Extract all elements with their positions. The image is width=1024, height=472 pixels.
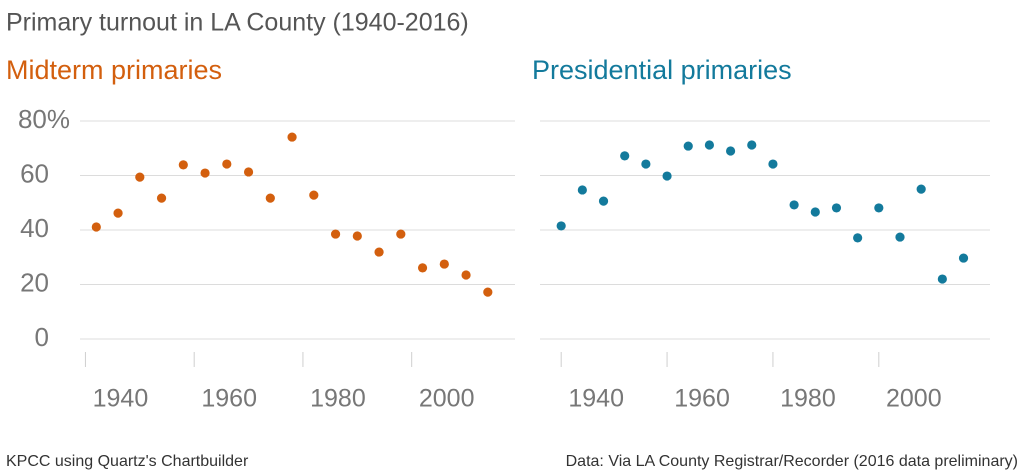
point bbox=[958, 253, 969, 263]
point bbox=[243, 167, 254, 177]
point bbox=[641, 159, 651, 169]
y-tick-label: 60 bbox=[20, 158, 49, 188]
point bbox=[704, 140, 715, 150]
chart-title: Primary turnout in LA County (1940-2016) bbox=[6, 9, 469, 37]
point bbox=[577, 185, 587, 195]
point bbox=[620, 151, 630, 161]
point bbox=[352, 231, 362, 241]
point bbox=[662, 171, 672, 181]
point bbox=[113, 208, 123, 218]
x-tick-label: 1960 bbox=[201, 385, 257, 413]
panel-title: Midterm primaries bbox=[6, 55, 222, 85]
x-tick-label: 1980 bbox=[310, 385, 366, 413]
point bbox=[374, 247, 384, 257]
point bbox=[853, 233, 863, 243]
y-tick-label: 20 bbox=[20, 267, 49, 297]
credit: KPCC using Quartz's Chartbuilder bbox=[6, 453, 249, 470]
point bbox=[937, 274, 947, 284]
y-tick-label: 40 bbox=[20, 213, 49, 243]
point bbox=[895, 232, 905, 242]
point bbox=[747, 140, 757, 150]
panel-title: Presidential primaries bbox=[532, 55, 792, 85]
point bbox=[483, 287, 493, 297]
x-tick-label: 1940 bbox=[93, 385, 149, 413]
point bbox=[178, 160, 188, 170]
x-tick-label: 1940 bbox=[568, 385, 624, 413]
y-tick-label: 0 bbox=[35, 322, 49, 352]
point bbox=[156, 193, 167, 203]
x-tick-label: 1960 bbox=[674, 385, 730, 413]
point bbox=[725, 146, 736, 156]
point bbox=[200, 168, 210, 178]
point bbox=[789, 200, 799, 210]
point bbox=[768, 159, 778, 169]
point bbox=[396, 229, 406, 239]
y-tick-label: 80% bbox=[18, 104, 70, 134]
point bbox=[287, 132, 297, 142]
point bbox=[916, 184, 926, 194]
point bbox=[222, 159, 232, 169]
point bbox=[309, 190, 319, 200]
point bbox=[598, 196, 609, 206]
point bbox=[330, 229, 341, 239]
point bbox=[461, 270, 471, 280]
point bbox=[683, 141, 693, 151]
point bbox=[91, 222, 101, 232]
point bbox=[417, 263, 428, 273]
point bbox=[831, 203, 842, 213]
point bbox=[265, 193, 275, 203]
x-tick-label: 2000 bbox=[886, 385, 942, 413]
point bbox=[874, 203, 884, 213]
source: Data: Via LA County Registrar/Recorder (… bbox=[566, 453, 1018, 470]
point bbox=[810, 207, 820, 217]
point bbox=[135, 172, 145, 182]
point bbox=[439, 259, 449, 269]
point bbox=[556, 221, 566, 231]
x-tick-label: 1980 bbox=[780, 385, 836, 413]
x-tick-label: 2000 bbox=[419, 385, 475, 413]
